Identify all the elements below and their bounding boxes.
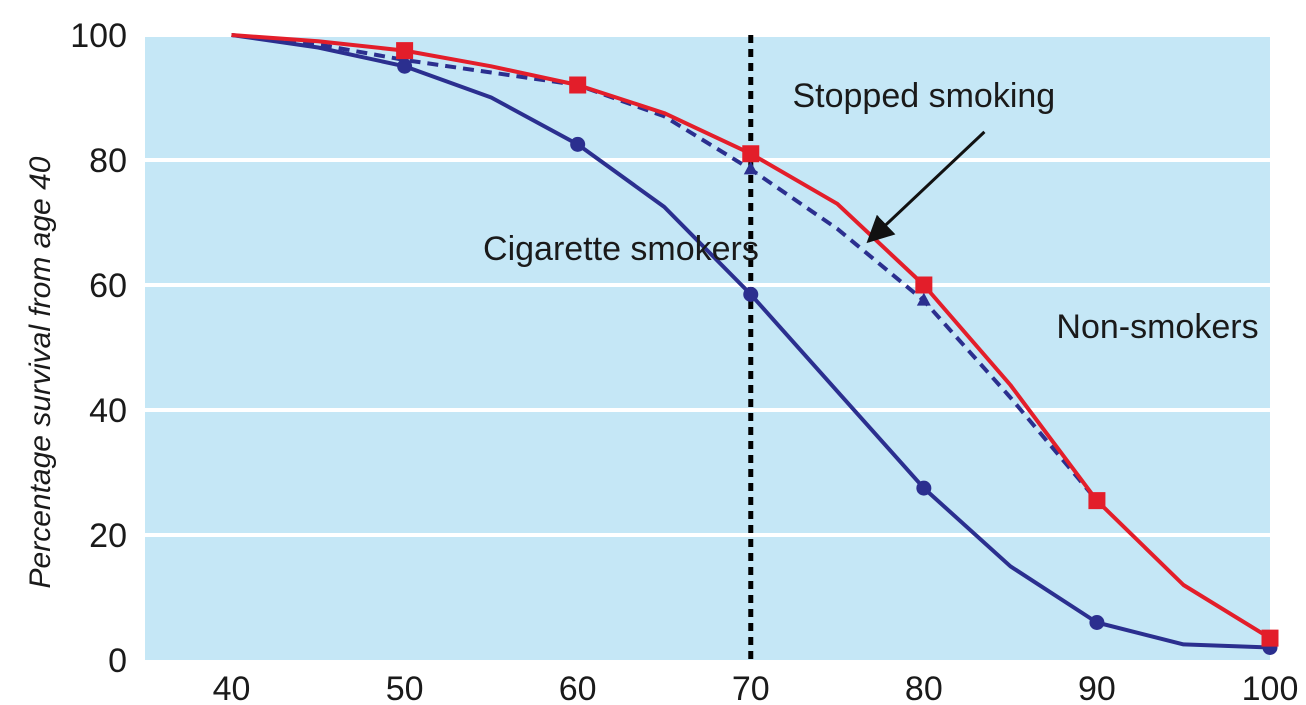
y-axis-ticks: 0 20 40 60 80 100 — [70, 17, 127, 680]
gridlines — [145, 33, 1270, 537]
marker-cigarette-smokers-70 — [743, 286, 759, 302]
marker-non-smokers-50 — [396, 42, 414, 60]
series-line-stopped-smoking — [231, 33, 1099, 502]
y-tick-label-40: 40 — [89, 392, 127, 430]
x-tick-label-40: 40 — [213, 670, 251, 705]
x-tick-label-50: 50 — [386, 670, 424, 705]
marker-non-smokers-80 — [915, 276, 933, 294]
x-tick-label-80: 80 — [905, 670, 943, 705]
y-tick-label-80: 80 — [89, 142, 127, 180]
x-axis-ticks: 40 50 60 70 80 90 100 — [213, 670, 1299, 705]
marker-non-smokers-60 — [569, 76, 587, 94]
marker-non-smokers-90 — [1088, 492, 1106, 510]
marker-cigarette-smokers-60 — [570, 136, 586, 152]
marker-cigarette-smokers-90 — [1089, 615, 1105, 630]
annotation-non-smokers: Non-smokers — [1056, 308, 1258, 346]
y-axis-label: Percentage survival from age 40 — [24, 156, 57, 588]
plot-area — [145, 35, 1270, 660]
marker-non-smokers-70 — [742, 145, 760, 163]
x-tick-label-90: 90 — [1078, 670, 1116, 705]
y-tick-label-0: 0 — [108, 642, 127, 680]
x-tick-label-60: 60 — [559, 670, 597, 705]
marker-non-smokers-100 — [1261, 629, 1279, 647]
marker-stopped-smoking-70 — [743, 161, 758, 175]
series-group — [231, 33, 1279, 655]
y-tick-label-60: 60 — [89, 267, 127, 305]
marker-stopped-smoking-80 — [916, 292, 931, 306]
y-tick-label-20: 20 — [89, 517, 127, 555]
annotation-cigarette-smokers: Cigarette smokers — [483, 230, 759, 268]
annotation-stopped-smoking: Stopped smoking — [792, 77, 1055, 115]
marker-cigarette-smokers-80 — [916, 480, 932, 496]
x-tick-label-70: 70 — [732, 670, 770, 705]
y-tick-label-100: 100 — [70, 17, 127, 55]
annotation-arrow — [866, 130, 986, 244]
x-tick-label-100: 100 — [1242, 670, 1299, 705]
